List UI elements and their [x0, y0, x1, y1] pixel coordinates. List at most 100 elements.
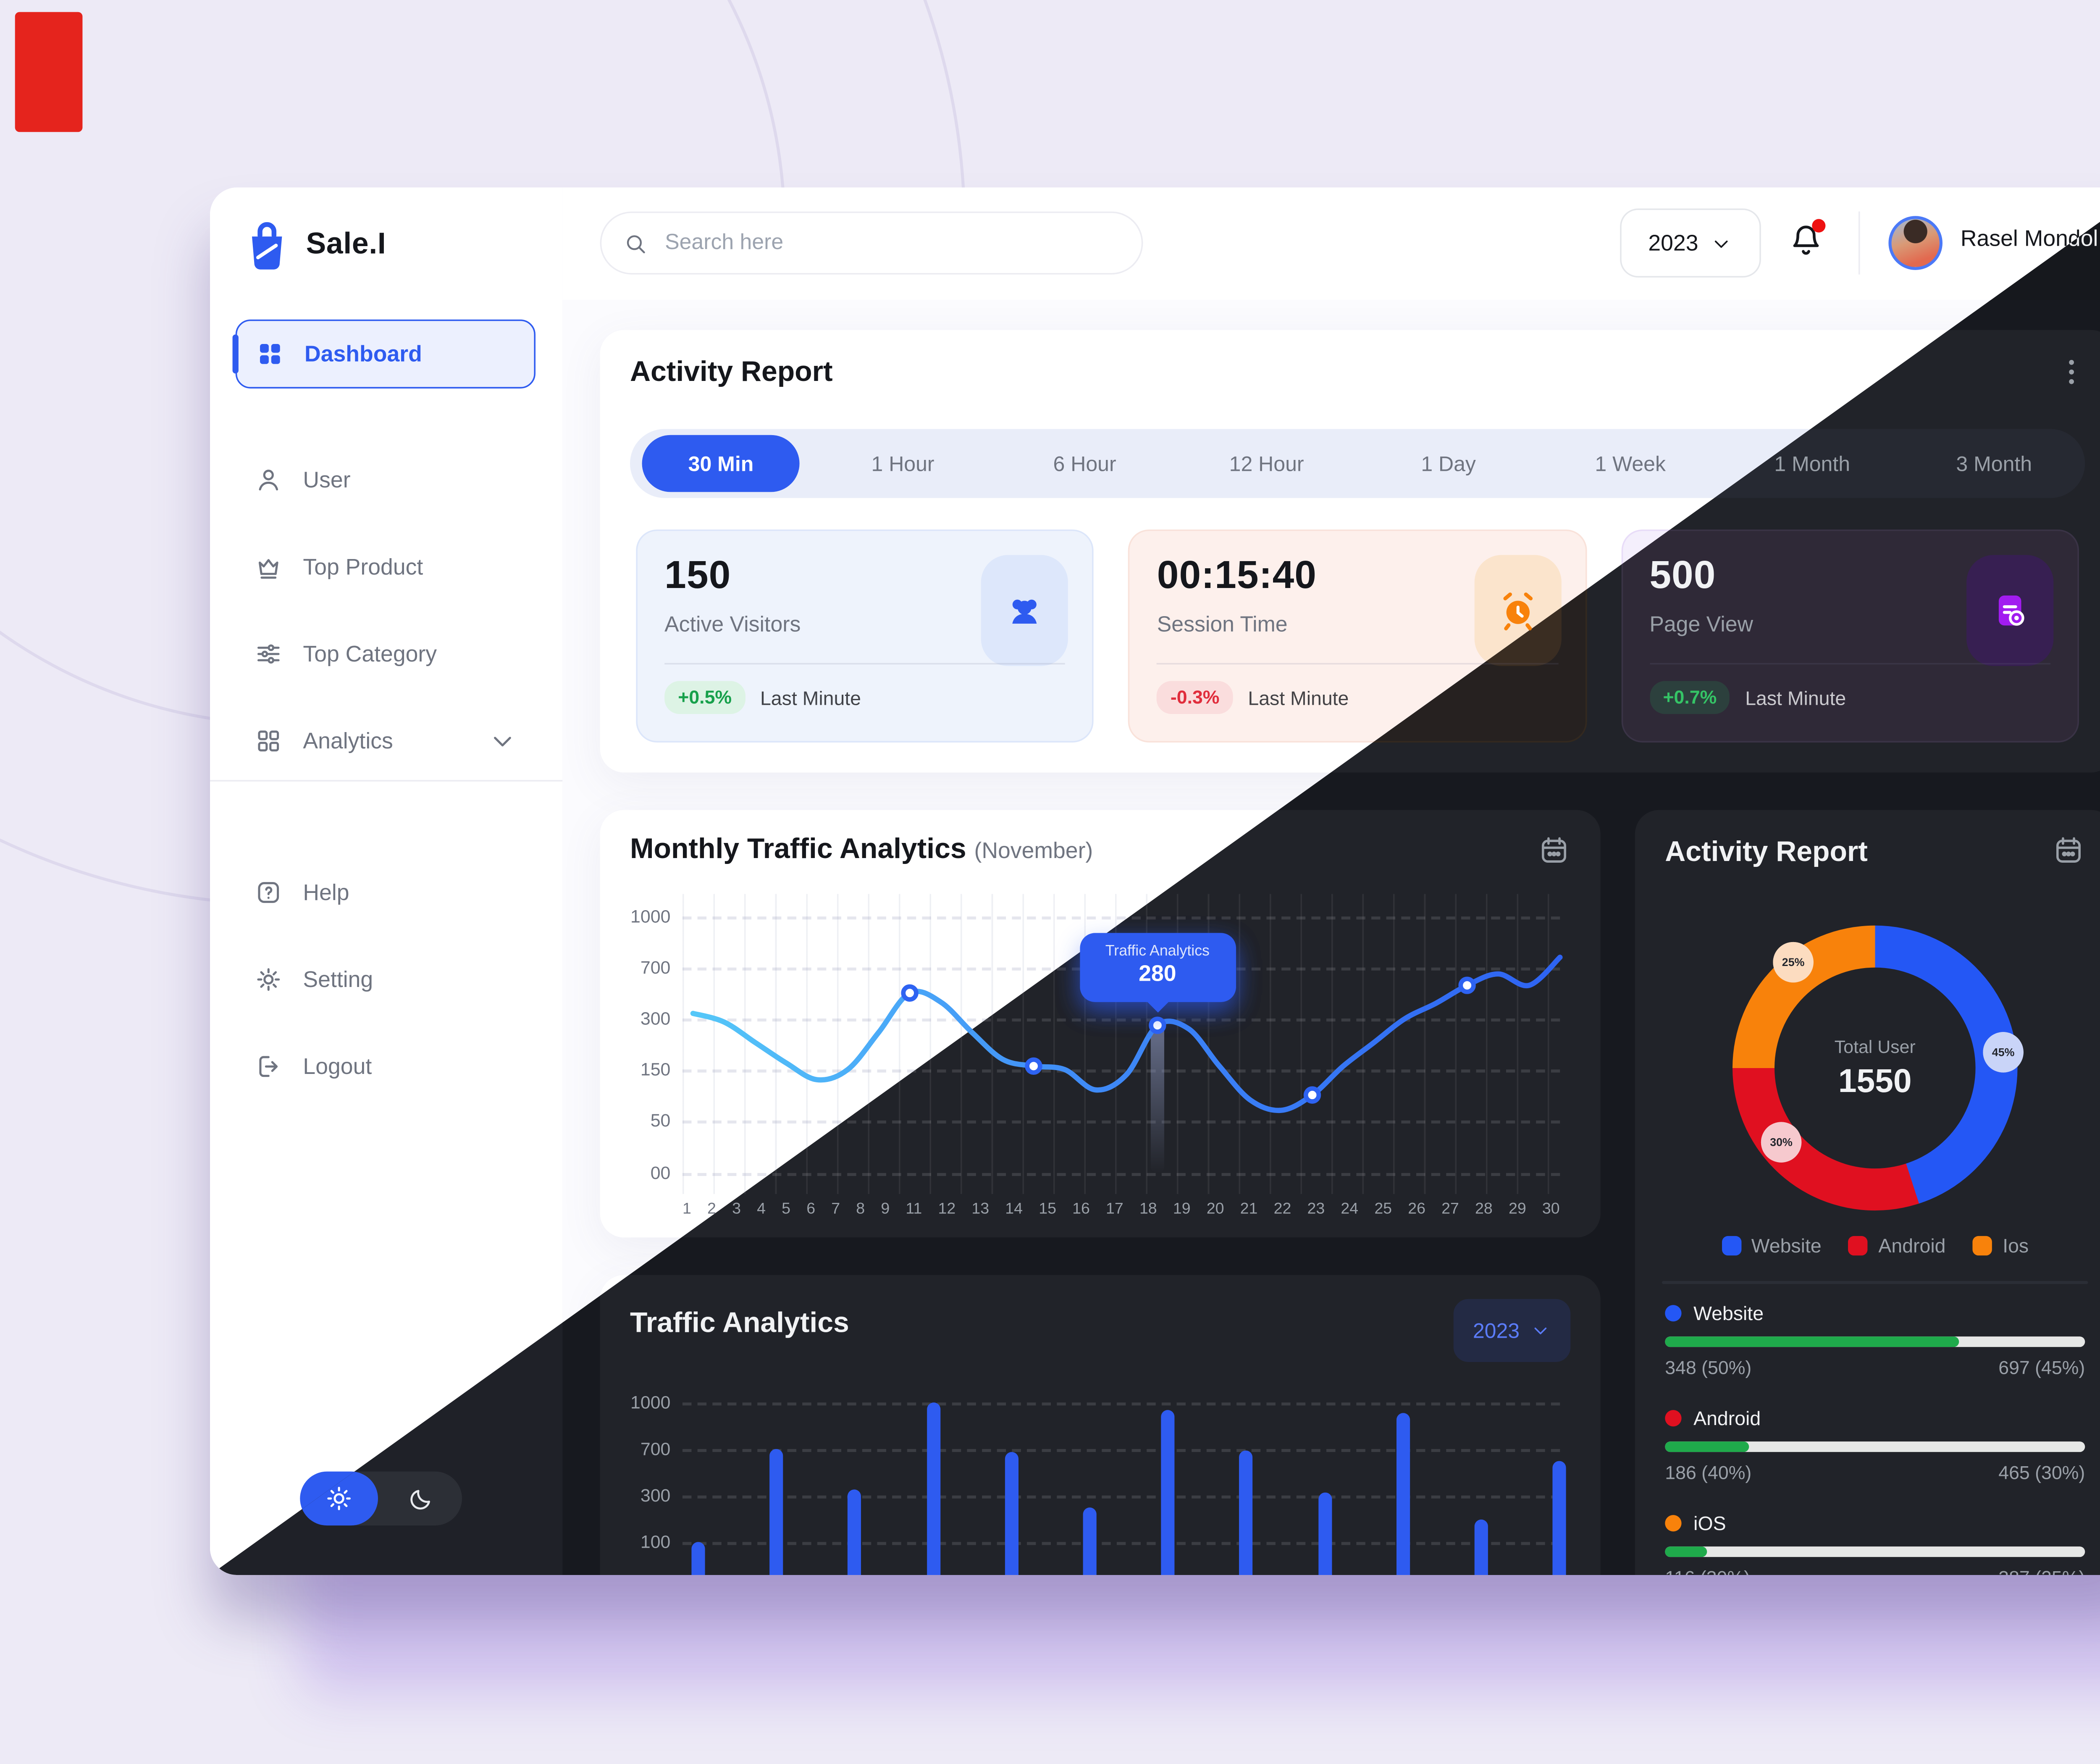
year-dropdown[interactable]: 2023: [1620, 208, 1761, 278]
x-axis-tick: 21: [1240, 1200, 1258, 1218]
brand-logo-icon: [243, 218, 291, 272]
y-axis-tick: 300: [640, 1485, 671, 1506]
progress-bar: [1665, 1441, 2085, 1452]
x-axis-tick: 20: [1206, 1200, 1224, 1218]
dark-mode-button[interactable]: [378, 1484, 462, 1513]
x-axis-tick: 25: [1374, 1200, 1392, 1218]
x-axis-tick: 14: [1005, 1200, 1023, 1218]
line-chart-plot: Traffic Analytics 280 1000 700 300 150 50 00: [630, 894, 1563, 1194]
x-axis-tick: 30: [1542, 1200, 1560, 1218]
sidebar-item-user[interactable]: User: [236, 447, 536, 513]
notification-dot: [1812, 219, 1826, 233]
avatar[interactable]: [1888, 216, 1942, 270]
sidebar-item-logout[interactable]: Logout: [236, 1034, 536, 1100]
gridline: [682, 1449, 1560, 1452]
x-axis-tick: 12: [938, 1200, 956, 1218]
sidebar-item-dashboard[interactable]: Dashboard: [232, 319, 536, 388]
traffic-analytics-title: Traffic Analytics: [630, 1308, 849, 1340]
bar: [1474, 1519, 1488, 1575]
data-point: [1458, 976, 1476, 994]
calendar-icon[interactable]: [2052, 834, 2085, 867]
bar: [1083, 1507, 1097, 1575]
activity-report-panel-title: Activity Report: [1665, 837, 1868, 869]
traffic-analytics-card: Traffic Analytics 2023 1000 700 300 100: [600, 1275, 1601, 1575]
y-axis-tick: 700: [640, 1438, 671, 1460]
sidebar-item-analytics[interactable]: Analytics: [236, 708, 536, 774]
bar: [769, 1449, 783, 1575]
x-axis-tick: 17: [1106, 1200, 1124, 1218]
user-icon: [259, 470, 278, 491]
logout-icon: [259, 1056, 278, 1077]
bar: [1239, 1450, 1253, 1575]
chart-tooltip: Traffic Analytics 280: [1079, 932, 1236, 1002]
x-axis-tick: 15: [1039, 1200, 1056, 1218]
x-axis-tick: 22: [1273, 1200, 1292, 1218]
sidebar-item-top-product[interactable]: Top Product: [236, 534, 536, 600]
filter-1-month[interactable]: 1 Month: [1774, 452, 1851, 476]
sidebar-item-setting[interactable]: Setting: [236, 947, 536, 1013]
filter-6-hour[interactable]: 6 Hour: [1053, 452, 1116, 476]
donut-center: Total User 1550: [1774, 967, 1976, 1169]
stat-page-view: 500 Page View +0.7% Last Minute: [1621, 529, 2079, 743]
activity-report-card: Activity Report 30 Min 1 Hour 6 Hour 12 …: [600, 330, 2100, 773]
donut-badge-ios: 25%: [1773, 942, 1814, 983]
help-icon: [258, 882, 279, 903]
background-red-shape: [15, 12, 83, 132]
bar: [691, 1542, 705, 1575]
notification-bell-icon[interactable]: [1787, 219, 1829, 262]
main-content: Activity Report 30 Min 1 Hour 6 Hour 12 …: [562, 300, 2100, 1575]
filter-1-week[interactable]: 1 Week: [1595, 452, 1666, 476]
theme-toggle[interactable]: [300, 1471, 462, 1526]
y-axis-tick: 1000: [630, 1392, 671, 1413]
chevron-down-icon: [1534, 1327, 1547, 1334]
search-box[interactable]: [600, 211, 1143, 275]
x-axis-tick: 3: [732, 1200, 741, 1218]
filter-12-hour[interactable]: 12 Hour: [1229, 452, 1304, 476]
bar: [1005, 1451, 1018, 1575]
filter-1-day[interactable]: 1 Day: [1421, 452, 1476, 476]
stat-session-time: 00:15:40 Session Time -0.3% Last Minute: [1128, 529, 1587, 743]
bar: [1553, 1460, 1567, 1575]
x-axis-tick: 13: [971, 1200, 990, 1218]
progress-bar: [1665, 1336, 2085, 1347]
filter-3-month[interactable]: 3 Month: [1956, 452, 2032, 476]
progress-row-android: Android 186 (40%) 465 (30%): [1665, 1407, 2085, 1484]
filter-1-hour[interactable]: 1 Hour: [871, 452, 934, 476]
search-icon: [627, 234, 645, 253]
monthly-traffic-title: Monthly Traffic Analytics (November): [630, 834, 1093, 866]
sidebar-item-top-category[interactable]: Top Category: [236, 621, 536, 687]
sidebar-divider: [210, 780, 563, 782]
brand-name: Sale.I: [306, 227, 386, 260]
topbar: 2023 Rasel Mondol: [562, 187, 2100, 302]
progress-row-ios: iOS 116 (30%)387 (25%): [1665, 1512, 2085, 1575]
x-axis-tick: 2: [707, 1200, 716, 1218]
alarm-clock-icon: [1474, 555, 1561, 666]
gridline: [682, 1495, 1560, 1499]
data-point: [901, 984, 919, 1002]
traffic-year-dropdown[interactable]: 2023: [1453, 1299, 1571, 1362]
user-name[interactable]: Rasel Mondol: [1960, 226, 2098, 252]
x-axis-tick: 16: [1072, 1200, 1090, 1218]
progress-bar: [1665, 1546, 2085, 1557]
y-axis-tick: 150: [640, 1059, 671, 1080]
kebab-menu-icon[interactable]: [2055, 354, 2088, 390]
x-axis-tick: 7: [831, 1200, 840, 1218]
calendar-icon[interactable]: [1538, 834, 1571, 867]
stat-active-visitors: 150 Active Visitors +0.5% Last Minute: [636, 529, 1094, 743]
page-view-icon: [1966, 555, 2054, 666]
data-point: [1149, 1016, 1166, 1034]
bar: [926, 1402, 940, 1575]
x-axis-tick: 9: [881, 1200, 890, 1218]
x-axis-tick: 28: [1475, 1200, 1493, 1218]
monthly-traffic-card: Monthly Traffic Analytics (November) Tra…: [600, 810, 1601, 1238]
x-axis-tick: 29: [1508, 1200, 1526, 1218]
progress-row-website: Website 348 (50%) 697 (45%): [1665, 1302, 2085, 1379]
donut-badge-website: 45%: [1983, 1032, 2024, 1073]
filter-30-min[interactable]: 30 Min: [642, 435, 800, 492]
users-icon: [981, 555, 1069, 666]
search-input[interactable]: [662, 229, 1121, 257]
x-axis-tick: 23: [1307, 1200, 1325, 1218]
light-mode-button[interactable]: [300, 1471, 378, 1526]
sidebar-item-help[interactable]: Help: [236, 859, 536, 925]
